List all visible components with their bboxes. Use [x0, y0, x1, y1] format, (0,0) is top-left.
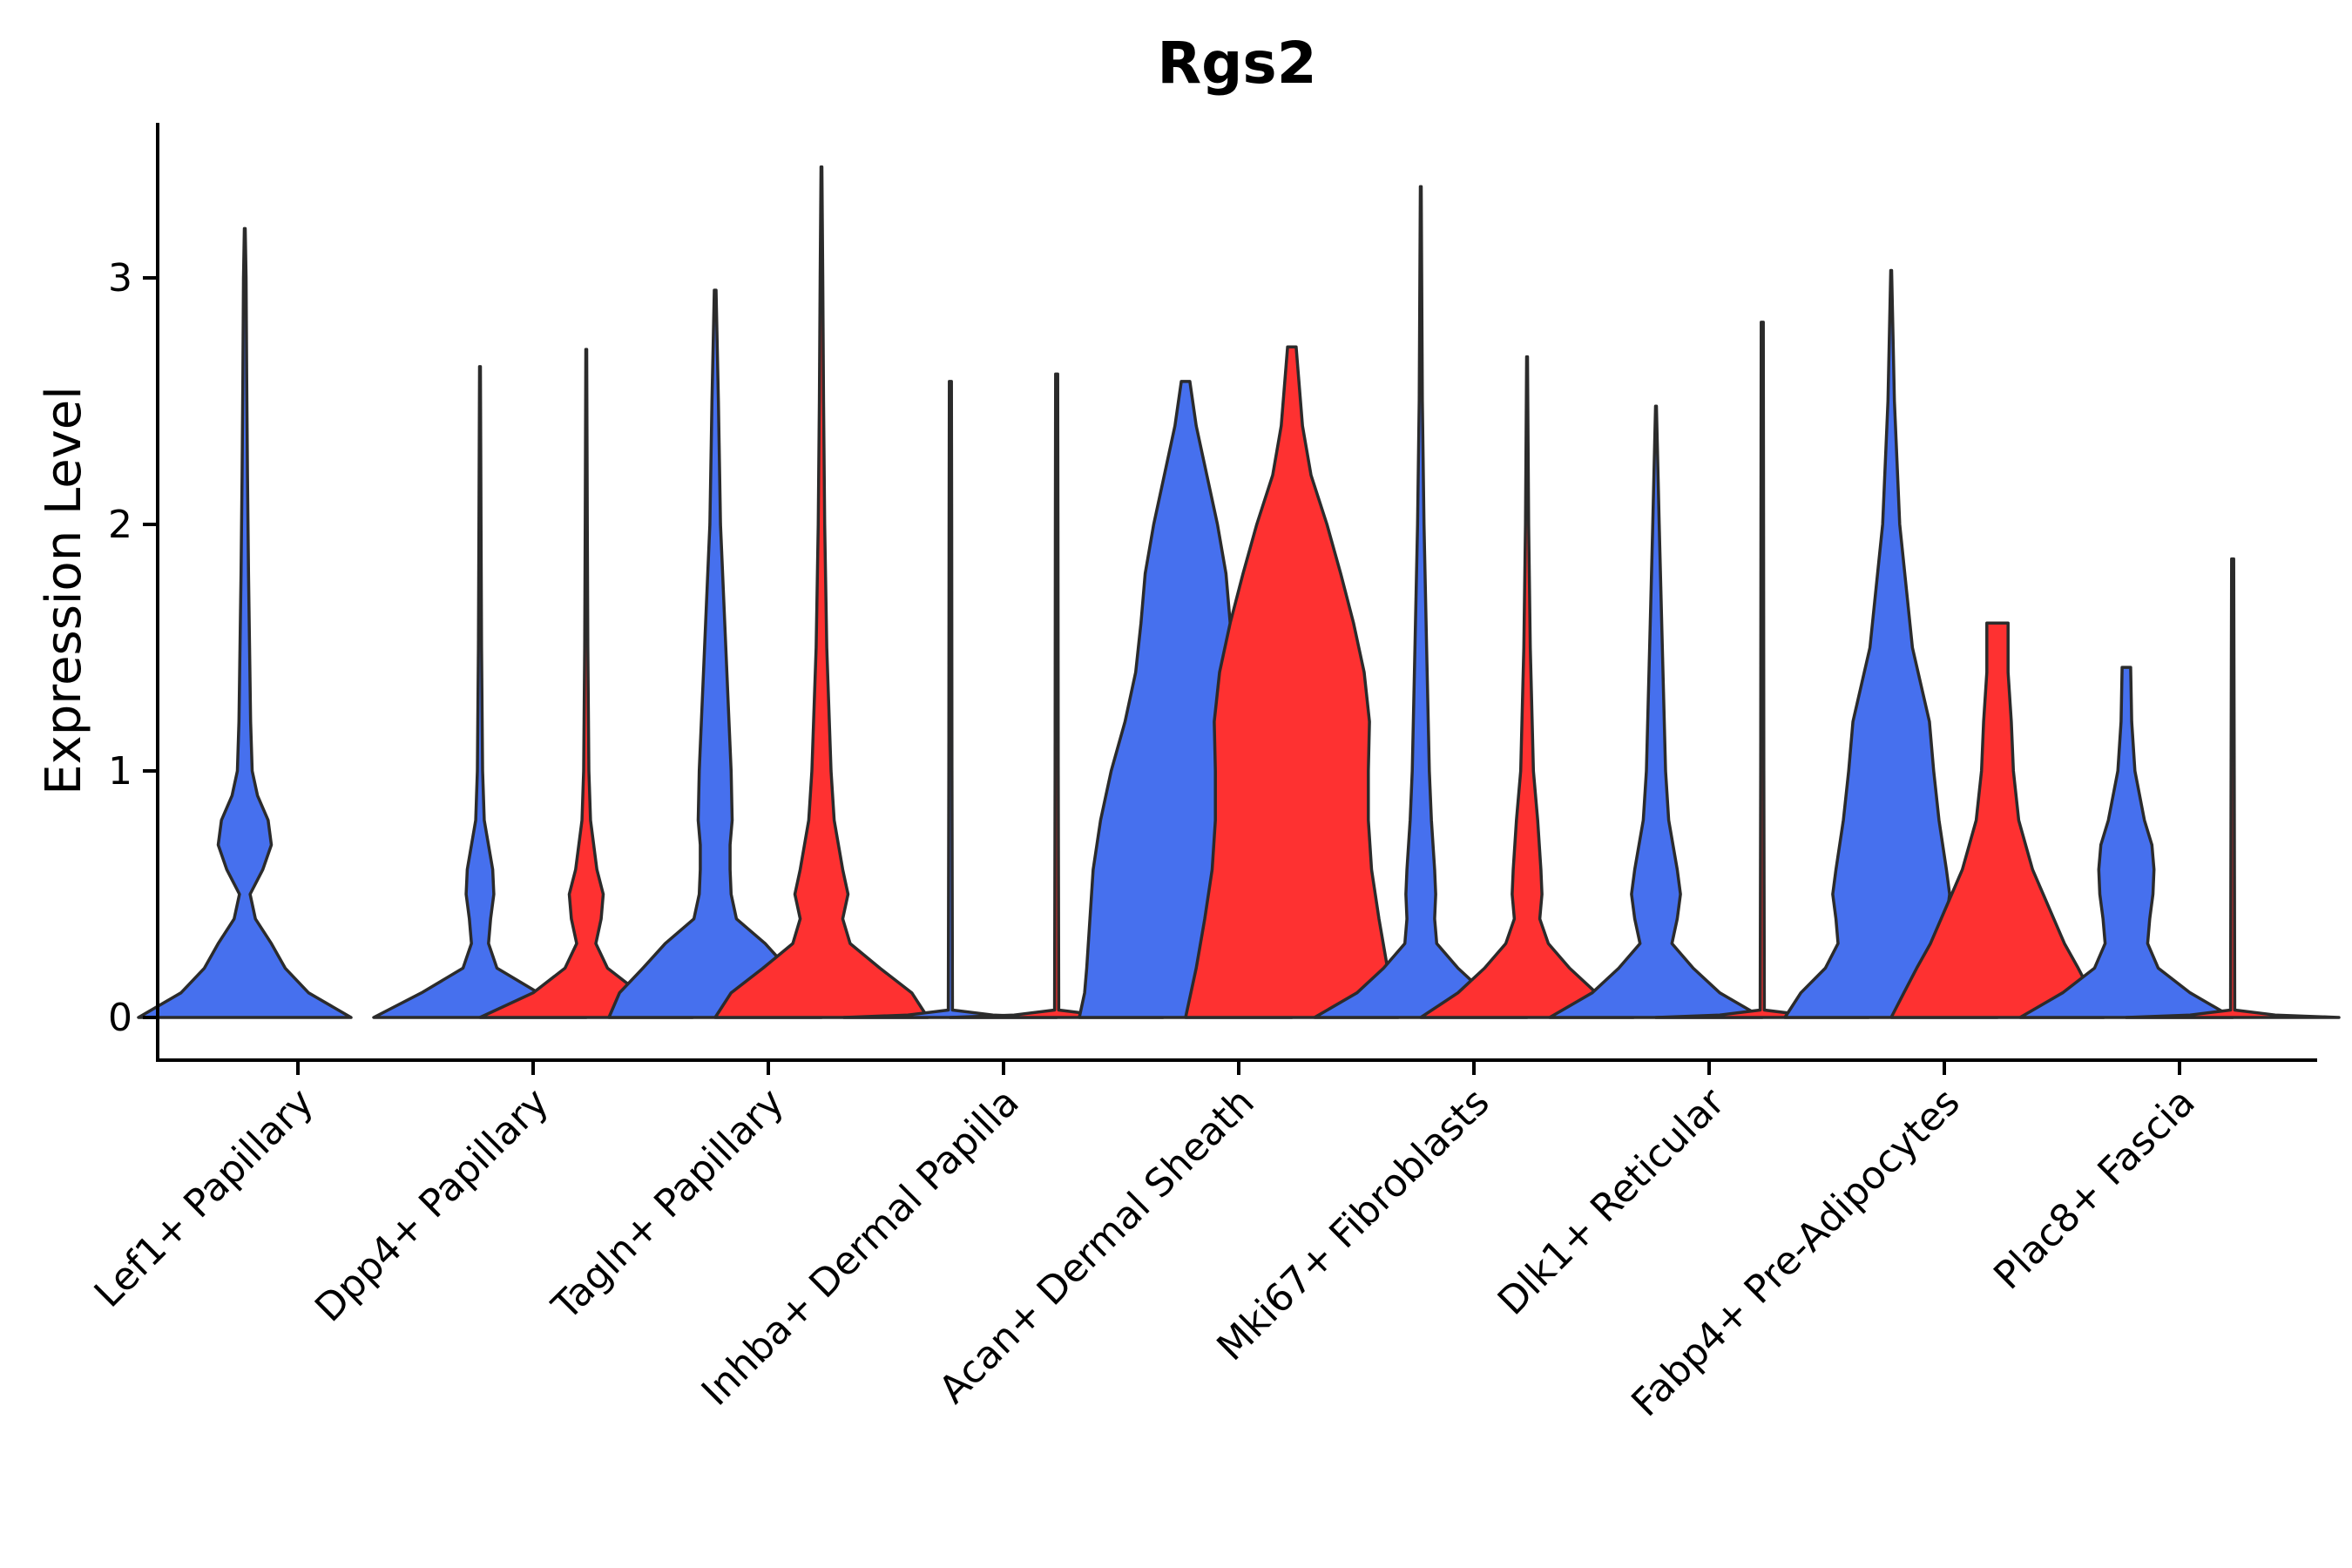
violin-red-8	[1889, 621, 2105, 1019]
violin-blue-7	[1548, 404, 1764, 1019]
violin-red-9	[2125, 557, 2341, 1019]
violin-red-3	[713, 165, 929, 1019]
violin-blue-1	[137, 226, 353, 1019]
x-tick-label: Tagln+ Papillary	[544, 1080, 793, 1329]
chart-title: Rgs2	[1157, 30, 1316, 97]
x-tick-label: Lef1+ Papillary	[86, 1080, 322, 1316]
y-tick-label: 1	[108, 749, 132, 794]
violin-blue-9	[2018, 666, 2234, 1019]
violin-red-2	[478, 348, 694, 1019]
x-tick-label: Plac8+ Fascia	[1985, 1080, 2204, 1299]
violin-red-4	[949, 372, 1165, 1019]
y-tick-label: 3	[108, 256, 132, 301]
x-tick-label: Mki67+ Fibroblasts	[1208, 1080, 1497, 1369]
violin-blue-6	[1313, 185, 1529, 1019]
violin-red-5	[1184, 345, 1400, 1019]
violin-blue-3	[607, 288, 823, 1019]
violin-blue-2	[372, 365, 588, 1019]
violin-red-7	[1654, 321, 1870, 1019]
violin-layer	[137, 165, 2341, 1019]
y-tick-label: 2	[108, 503, 132, 547]
violin-blue-4	[842, 380, 1058, 1019]
violin-red-6	[1419, 355, 1635, 1019]
y-ticks: 0 1 2 3	[108, 256, 158, 1040]
x-tick-label: Dlk1+ Reticular	[1490, 1079, 1734, 1324]
y-tick-label: 0	[108, 996, 132, 1040]
y-axis-label: Expression Level	[36, 386, 92, 795]
x-tick-label: Dpp4+ Papillary	[307, 1080, 558, 1331]
